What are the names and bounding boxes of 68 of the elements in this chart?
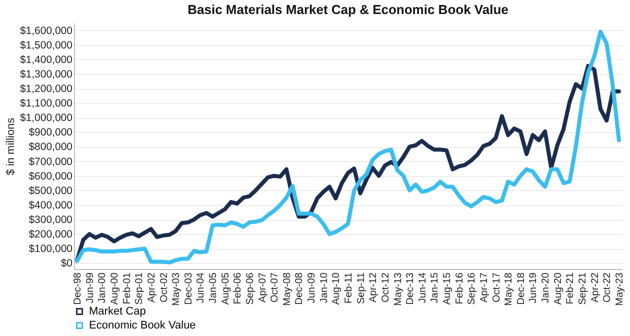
x-tick-label: Dec-18 <box>516 272 527 305</box>
x-tick-label: Jan-00 <box>97 272 108 304</box>
y-tick-label: $1,600,000 <box>20 24 73 37</box>
y-tick-label: $500,000 <box>28 184 73 197</box>
y-tick-label: $0 <box>60 258 73 270</box>
x-tick-label: Dec-98 <box>72 272 84 305</box>
x-tick-label: Apr-07 <box>257 272 268 303</box>
x-tick-label: Jan-10 <box>318 272 330 304</box>
x-tick-label: Feb-16 <box>454 272 466 304</box>
x-tick-label: Aug-15 <box>442 272 454 305</box>
x-tick-label: Jun-19 <box>528 272 540 304</box>
x-tick-label: Jan-05 <box>208 272 220 304</box>
y-axis-title: $ in millions <box>4 117 17 176</box>
x-tick-label: Apr-22 <box>590 272 601 303</box>
x-tick-label: Dec-13 <box>405 272 416 305</box>
x-tick-label: Jan-15 <box>430 272 441 304</box>
y-tick-label: $200,000 <box>28 228 73 241</box>
legend-label: Market Cap <box>89 306 146 318</box>
x-tick-label: Aug-10 <box>331 272 342 305</box>
y-tick-label: $1,100,000 <box>20 98 73 110</box>
line-series <box>75 64 621 262</box>
y-tick-label: $700,000 <box>28 156 73 168</box>
legend-label: Economic Book Value <box>89 320 196 332</box>
y-tick-label: $1,200,000 <box>20 83 73 96</box>
line-series <box>75 30 621 264</box>
x-tick-label: Sep-01 <box>134 272 146 305</box>
x-tick-label: Sep-21 <box>577 272 588 305</box>
y-tick-label: $800,000 <box>28 141 73 154</box>
x-tick-label: Apr-02 <box>146 272 158 303</box>
x-tick-label: Aug-05 <box>220 272 232 305</box>
x-tick-label: May-03 <box>171 272 182 306</box>
x-tick-label: Dec-08 <box>294 272 306 305</box>
x-tick-label: Jan-20 <box>540 272 552 304</box>
x-tick-label: May-13 <box>392 272 404 306</box>
y-tick-label: $1,400,000 <box>20 54 73 66</box>
x-tick-label: Jun-04 <box>196 272 207 304</box>
x-tick-label: Apr-17 <box>478 272 490 303</box>
x-tick-label: Jun-14 <box>417 272 428 304</box>
y-tick-label: $1,300,000 <box>20 68 73 80</box>
y-tick-label: $100,000 <box>28 243 73 256</box>
x-tick-label: Dec-03 <box>183 272 194 305</box>
x-tick-label: May-08 <box>282 272 293 306</box>
x-tick-label: Feb-11 <box>344 272 354 304</box>
x-tick-label: Feb-01 <box>122 272 133 304</box>
x-tick-label: Oct-12 <box>380 272 392 303</box>
x-tick-label: Apr-12 <box>368 272 380 303</box>
x-tick-label: Jun-99 <box>84 272 96 304</box>
x-tick-label: Sep-06 <box>244 272 256 305</box>
x-tick-label: May-18 <box>504 272 515 306</box>
y-tick-label: $1,500,000 <box>20 39 73 52</box>
y-tick-label: $600,000 <box>28 170 73 182</box>
y-tick-label: $900,000 <box>28 126 73 139</box>
x-tick-label: Oct-22 <box>602 272 614 303</box>
x-tick-label: Sep-11 <box>356 272 367 304</box>
y-tick-label: $400,000 <box>28 199 73 212</box>
y-tick-label: $1,000,000 <box>20 112 73 124</box>
x-tick-label: Oct-07 <box>270 272 281 303</box>
y-tick-label: $300,000 <box>28 214 73 226</box>
x-tick-label: Oct-02 <box>158 272 170 303</box>
chart-title: Basic Materials Market Cap & Economic Book Value <box>188 2 508 17</box>
x-tick-label: Sep-16 <box>466 272 478 305</box>
x-tick-label: Aug-00 <box>110 272 121 305</box>
x-tick-label: Oct-17 <box>491 272 502 303</box>
x-tick-label: Jun-09 <box>306 272 318 304</box>
x-tick-label: May-23 <box>614 272 626 306</box>
x-tick-label: Aug-20 <box>552 272 564 305</box>
x-tick-label: Feb-21 <box>565 272 576 304</box>
x-tick-label: Feb-06 <box>232 272 244 304</box>
